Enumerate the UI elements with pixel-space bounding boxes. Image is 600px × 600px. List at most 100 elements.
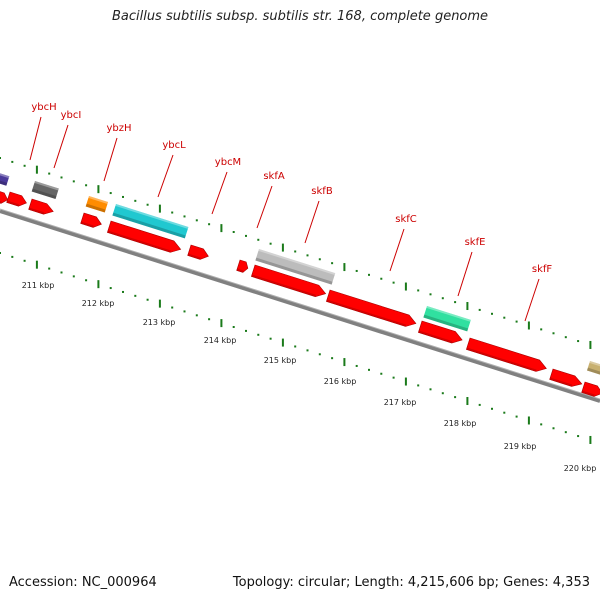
- outer-minor-tick: [85, 184, 88, 187]
- label-leader-line: [256, 185, 273, 229]
- outer-minor-tick: [441, 297, 444, 300]
- backbone-line: [0, 209, 600, 403]
- accession-text: Accession: NC_000964: [9, 575, 157, 590]
- outer-minor-tick: [306, 254, 309, 257]
- feature-lightgray: [255, 249, 336, 285]
- inner-minor-tick: [441, 392, 444, 395]
- inner-minor-tick: [232, 326, 235, 329]
- inner-minor-tick: [146, 298, 149, 301]
- gene-label: skfA: [263, 171, 285, 182]
- label-leader-line: [304, 200, 320, 244]
- inner-minor-tick: [552, 427, 555, 430]
- backbone-highlight: [0, 208, 600, 400]
- inner-major-tick: [35, 260, 38, 269]
- label-leader-line: [524, 278, 540, 322]
- inner-minor-tick: [540, 423, 543, 426]
- feature-darkgray: [31, 181, 59, 200]
- cds-arrow: [251, 264, 327, 297]
- scale-label: 217 kbp: [384, 398, 417, 407]
- gene-label: skfB: [311, 186, 333, 197]
- cds-arrow: [187, 244, 209, 260]
- scale-label: 218 kbp: [444, 419, 477, 428]
- inner-minor-tick: [515, 415, 518, 418]
- label-leader-line: [389, 228, 405, 272]
- outer-minor-tick: [577, 340, 580, 343]
- inner-minor-tick: [183, 310, 186, 313]
- inner-minor-tick: [429, 388, 432, 391]
- cds-arrow: [80, 212, 102, 228]
- cds-arrow: [107, 220, 182, 253]
- outer-minor-tick: [208, 223, 211, 226]
- inner-minor-tick: [478, 403, 481, 406]
- scale-label: 211 kbp: [22, 281, 55, 290]
- outer-major-tick: [158, 204, 161, 213]
- outer-major-tick: [97, 185, 100, 194]
- gene-label: skfE: [465, 237, 486, 248]
- inner-minor-tick: [380, 372, 383, 375]
- cds-arrow: [6, 191, 27, 207]
- inner-major-tick: [589, 435, 592, 444]
- gene-label: skfC: [395, 214, 417, 225]
- outer-minor-tick: [380, 277, 383, 280]
- label-leader-line: [457, 251, 473, 297]
- inner-minor-tick: [355, 364, 358, 367]
- outer-major-tick: [281, 243, 284, 252]
- feature-cyan: [112, 204, 189, 239]
- inner-minor-tick: [454, 396, 457, 399]
- label-leader-line: [103, 137, 118, 182]
- outer-minor-tick: [257, 238, 260, 241]
- inner-major-tick: [343, 358, 346, 367]
- gene-label: ybcL: [162, 140, 186, 151]
- gene-label: ybcI: [61, 110, 82, 121]
- outer-minor-tick: [478, 308, 481, 311]
- outer-minor-tick: [454, 301, 457, 304]
- outer-minor-tick: [331, 262, 334, 265]
- inner-minor-tick: [294, 345, 297, 348]
- cds-arrow: [418, 320, 463, 344]
- inner-minor-tick: [417, 384, 420, 387]
- outer-major-tick: [589, 340, 592, 349]
- inner-minor-tick: [60, 271, 63, 274]
- outer-major-tick: [343, 263, 346, 272]
- scale-labels: 211 kbp 212 kbp 213 kbp 214 kbp 215 kbp 216 k…: [22, 281, 597, 473]
- inner-minor-tick: [257, 333, 260, 336]
- outer-minor-tick: [355, 269, 358, 272]
- outer-minor-tick: [552, 332, 555, 335]
- feature-track: [0, 172, 600, 397]
- inner-major-tick: [527, 416, 530, 425]
- outer-minor-tick: [109, 192, 112, 195]
- inner-minor-tick: [72, 275, 75, 278]
- cds-arrow: [326, 289, 417, 327]
- feature-tan: [586, 361, 600, 375]
- inner-minor-tick: [11, 255, 14, 258]
- outer-major-tick: [466, 302, 469, 311]
- feature-purple: [0, 172, 10, 186]
- gene-label: ybzH: [106, 123, 131, 134]
- outer-minor-tick: [269, 242, 272, 245]
- outer-major-tick: [220, 224, 223, 233]
- outer-minor-tick: [564, 336, 567, 339]
- scale-label: 212 kbp: [82, 299, 115, 308]
- map-title: Bacillus subtilis subsp. subtilis str. 1…: [111, 9, 489, 24]
- outer-minor-tick: [171, 211, 174, 214]
- outer-minor-tick: [134, 199, 137, 202]
- inner-major-tick: [404, 377, 407, 386]
- label-leaders: [29, 116, 540, 322]
- outer-minor-tick: [429, 293, 432, 296]
- outer-minor-tick: [318, 258, 321, 261]
- inner-minor-tick: [491, 407, 493, 410]
- inner-major-tick: [466, 397, 469, 406]
- feature-orange: [85, 196, 109, 213]
- outer-minor-tick: [195, 219, 198, 222]
- cds-arrow: [466, 337, 547, 372]
- scale-label: 215 kbp: [264, 356, 297, 365]
- inner-minor-tick: [109, 287, 112, 290]
- scale-label: 214 kbp: [204, 336, 237, 345]
- feature-mint: [423, 306, 471, 332]
- outer-minor-tick: [503, 316, 506, 319]
- outer-minor-tick: [122, 195, 124, 198]
- inner-minor-tick: [195, 314, 198, 317]
- outer-minor-tick: [11, 160, 14, 163]
- outer-minor-tick: [294, 250, 297, 253]
- outer-minor-tick: [540, 328, 543, 331]
